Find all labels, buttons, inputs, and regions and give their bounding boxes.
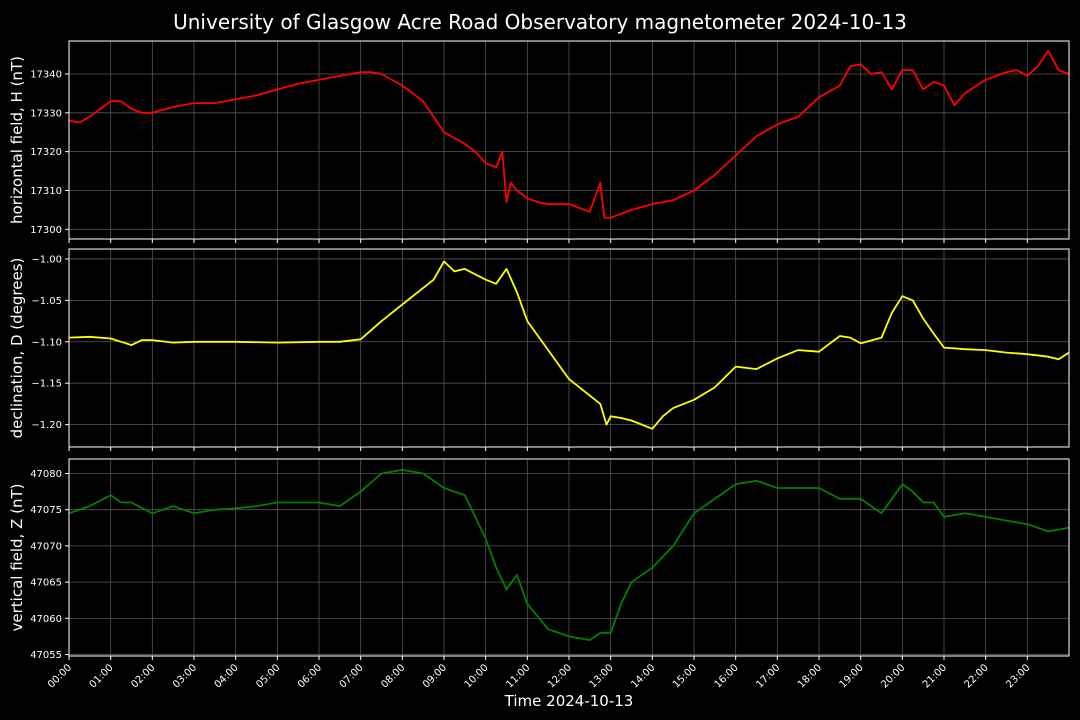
- y-tick-label: −1.20: [31, 420, 62, 431]
- y-tick-label: 47070: [30, 541, 62, 552]
- y-axis-label: vertical field, Z (nT): [8, 483, 26, 631]
- y-tick-label: −1.05: [31, 296, 62, 307]
- y-tick-label: 47060: [30, 614, 62, 625]
- y-tick-label: 17340: [30, 70, 62, 81]
- series-line-D: [68, 260, 1070, 430]
- y-tick-label: 17310: [30, 186, 62, 197]
- y-tick-label: 47080: [30, 469, 62, 480]
- panel-frame: [68, 458, 1070, 657]
- y-tick-label: −1.00: [31, 254, 62, 265]
- y-tick-label: 17320: [30, 147, 62, 158]
- y-tick-label: 17300: [30, 225, 62, 236]
- panel-D: −1.20 −1.15 −1.10 −1.05 −1.00 declination, D …: [8, 248, 1070, 451]
- y-axis-label: horizontal field, H (nT): [8, 56, 26, 224]
- y-tick-label: −1.10: [31, 337, 62, 348]
- panel-Z: 47055 47060 47065 47070 47075 47080 vertical f…: [8, 458, 1070, 661]
- y-tick-label: 17330: [30, 108, 62, 119]
- x-axis-label: Time 2024-10-13: [504, 692, 634, 710]
- chart-title: University of Glasgow Acre Road Observat…: [173, 10, 907, 34]
- panel-frame: [68, 248, 1070, 448]
- series-line-Z: [68, 469, 1070, 641]
- panels-group: 17300 17310 17320 17330 17340 horizontal fiel…: [8, 40, 1070, 661]
- y-tick-label: 47055: [30, 650, 62, 661]
- y-tick-label: 47065: [30, 578, 62, 589]
- y-axis-label: declination, D (degrees): [8, 258, 26, 439]
- y-tick-label: −1.15: [31, 379, 62, 390]
- series-line-H: [68, 49, 1070, 219]
- y-tick-label: 47075: [30, 505, 62, 516]
- panel-H: 17300 17310 17320 17330 17340 horizontal fiel…: [8, 40, 1070, 243]
- panel-frame: [68, 40, 1070, 240]
